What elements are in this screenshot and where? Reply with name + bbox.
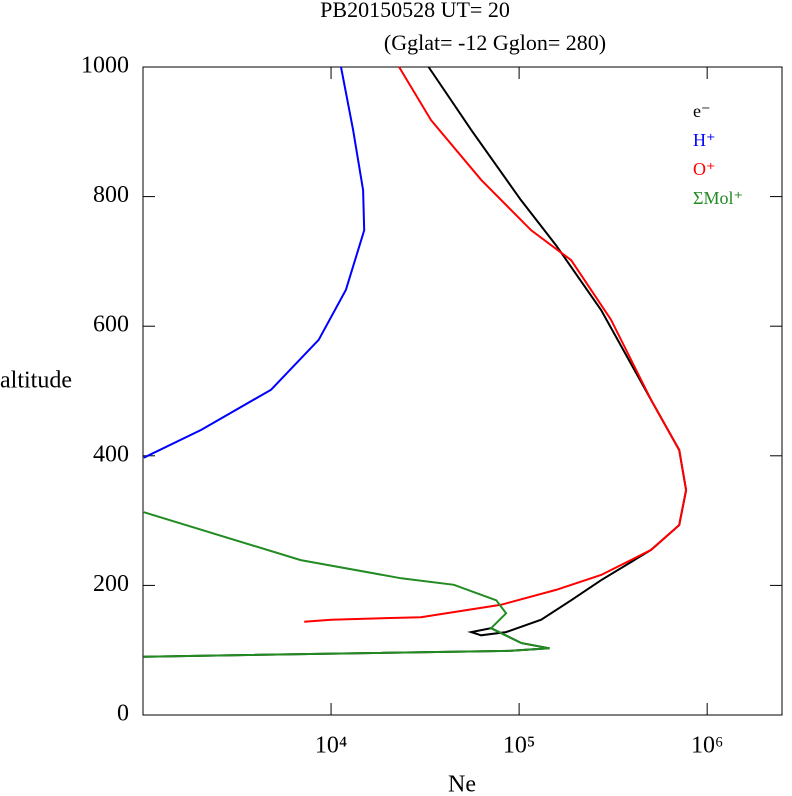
- series-line: [143, 66, 688, 658]
- x-tick-label: 10⁶: [691, 733, 723, 759]
- series-line: [143, 66, 366, 459]
- legend-label: O⁺: [693, 159, 716, 179]
- x-axis-label: Ne: [448, 772, 476, 796]
- plot-frame: [142, 66, 783, 716]
- x-tick-label: 10⁴: [315, 733, 347, 759]
- legend-label: H⁺: [693, 130, 716, 150]
- legend-label: e⁻: [693, 101, 711, 121]
- chart-subtitle: (Gglat= -12 Gglon= 280): [384, 30, 606, 55]
- chart-title: PB20150528 UT= 20: [320, 0, 510, 22]
- legend-label: ΣMol⁺: [693, 188, 743, 208]
- y-tick-label: 400: [93, 441, 129, 467]
- series-line: [143, 511, 550, 658]
- x-tick-label: 10⁵: [503, 733, 535, 759]
- y-axis-label: altitude: [0, 368, 72, 394]
- y-tick-label: 0: [117, 701, 129, 727]
- series-line: [304, 66, 688, 623]
- y-tick-label: 800: [93, 182, 129, 208]
- y-tick-label: 1000: [81, 53, 129, 79]
- y-tick-label: 600: [93, 312, 129, 338]
- y-tick-label: 200: [93, 571, 129, 597]
